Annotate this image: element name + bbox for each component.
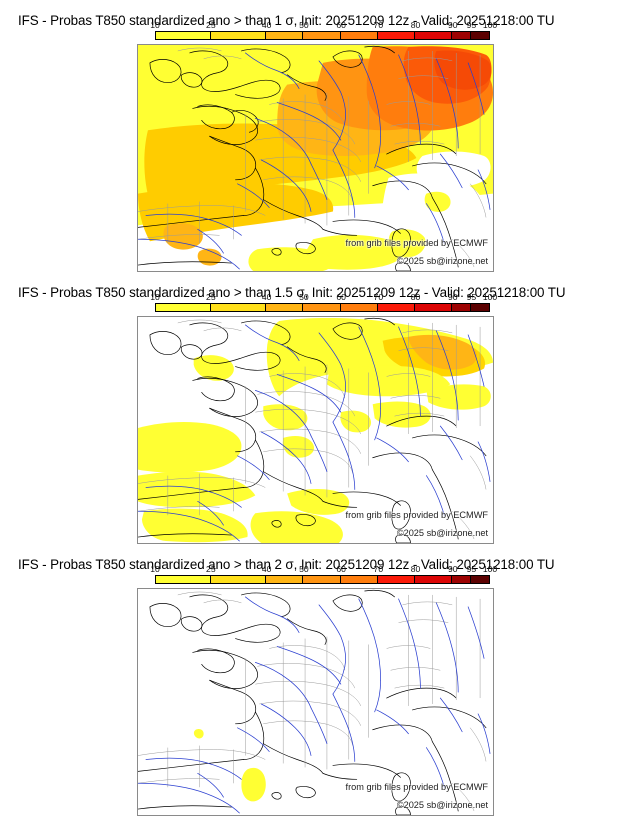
colorbar-tick-40: 40 bbox=[261, 292, 272, 302]
panel-header: IFS - Probas T850 standardized ano > tha… bbox=[0, 544, 630, 588]
colorbar-tick-80: 80 bbox=[410, 20, 421, 30]
panel-title: IFS - Probas T850 standardized ano > tha… bbox=[18, 557, 555, 572]
colorbar-swatches bbox=[155, 31, 490, 40]
colorbar-tick-60: 60 bbox=[336, 20, 346, 30]
colorbar-swatches bbox=[155, 303, 490, 312]
colorbar-segment-70-80 bbox=[377, 576, 415, 583]
data-source-credit: from grib files provided by ECMWF bbox=[345, 510, 488, 520]
colorbar-segment-60-70 bbox=[340, 304, 378, 311]
colorbar-tick-100: 100 bbox=[482, 20, 498, 30]
colorbar-tick-90: 90 bbox=[447, 20, 458, 30]
colorbar-tick-25: 25 bbox=[206, 20, 216, 30]
colorbar-segment-50-60 bbox=[303, 304, 341, 311]
colorbar-tick-80: 80 bbox=[410, 564, 421, 574]
colorbar-tick-100: 100 bbox=[482, 564, 498, 574]
data-source-credit: from grib files provided by ECMWF bbox=[345, 238, 488, 248]
map-svg bbox=[138, 45, 493, 271]
forecast-panel-1-sigma: IFS - Probas T850 standardized ano > tha… bbox=[0, 0, 630, 272]
map-canvas-2-sigma[interactable]: from grib files provided by ECMWF ©2025 … bbox=[137, 588, 494, 816]
colorbar-tick-90: 90 bbox=[447, 292, 458, 302]
colorbar-segment-80-90 bbox=[414, 576, 452, 583]
colorbar-tick-80: 80 bbox=[410, 292, 421, 302]
colorbar-tick-95: 95 bbox=[466, 564, 477, 574]
colorbar-tick-40: 40 bbox=[261, 564, 272, 574]
colorbar-tick-50: 50 bbox=[299, 20, 309, 30]
colorbar-tick-labels: 10 25 40 50 60 70 80 90 95 100 bbox=[150, 20, 497, 31]
colorbar-tick-25: 25 bbox=[206, 292, 216, 302]
colorbar-tick-50: 50 bbox=[299, 564, 309, 574]
copyright-credit: ©2025 sb@irizone.net bbox=[396, 256, 488, 266]
colorbar-segment-50-60 bbox=[303, 576, 341, 583]
copyright-credit: ©2025 sb@irizone.net bbox=[396, 800, 488, 810]
colorbar-tick-90: 90 bbox=[447, 564, 458, 574]
forecast-panel-2-sigma: IFS - Probas T850 standardized ano > tha… bbox=[0, 544, 630, 816]
colorbar-segment-40-50 bbox=[266, 32, 304, 39]
colorbar-tick-25: 25 bbox=[206, 564, 216, 574]
colorbar-segment-95-100 bbox=[470, 32, 490, 39]
map-svg bbox=[138, 317, 493, 543]
colorbar-3: 10 25 40 50 60 70 80 90 95 100 bbox=[150, 564, 497, 588]
colorbar-segment-25-40 bbox=[211, 576, 267, 583]
colorbar-segment-60-70 bbox=[340, 32, 378, 39]
colorbar-tick-100: 100 bbox=[482, 292, 498, 302]
colorbar-segment-40-50 bbox=[266, 576, 304, 583]
colorbar-tick-70: 70 bbox=[373, 20, 384, 30]
colorbar-segment-40-50 bbox=[266, 304, 304, 311]
panel-header: IFS - Probas T850 standardized ano > tha… bbox=[0, 0, 630, 44]
colorbar-tick-95: 95 bbox=[466, 20, 477, 30]
colorbar-segment-70-80 bbox=[377, 32, 415, 39]
colorbar-segment-10-25 bbox=[156, 32, 212, 39]
colorbar-segment-10-25 bbox=[156, 304, 212, 311]
colorbar-segment-95-100 bbox=[470, 576, 490, 583]
colorbar-tick-50: 50 bbox=[299, 292, 309, 302]
colorbar-segment-95-100 bbox=[470, 304, 490, 311]
colorbar-segment-25-40 bbox=[211, 304, 267, 311]
colorbar-segment-80-90 bbox=[414, 32, 452, 39]
panel-title: IFS - Probas T850 standardized ano > tha… bbox=[18, 285, 566, 300]
colorbar-segment-70-80 bbox=[377, 304, 415, 311]
data-source-credit: from grib files provided by ECMWF bbox=[345, 782, 488, 792]
colorbar-tick-60: 60 bbox=[336, 292, 346, 302]
colorbar-tick-labels: 10 25 40 50 60 70 80 90 95 100 bbox=[150, 564, 497, 575]
colorbar-segment-80-90 bbox=[414, 304, 452, 311]
colorbar-tick-labels: 10 25 40 50 60 70 80 90 95 100 bbox=[150, 292, 497, 303]
colorbar-2: 10 25 40 50 60 70 80 90 95 100 bbox=[150, 292, 497, 316]
colorbar-swatches bbox=[155, 575, 490, 584]
map-canvas-1p5-sigma[interactable]: from grib files provided by ECMWF ©2025 … bbox=[137, 316, 494, 544]
colorbar-segment-60-70 bbox=[340, 576, 378, 583]
colorbar-tick-70: 70 bbox=[373, 292, 384, 302]
colorbar-tick-95: 95 bbox=[466, 292, 477, 302]
panel-header: IFS - Probas T850 standardized ano > tha… bbox=[0, 272, 630, 316]
colorbar-segment-90-95 bbox=[451, 304, 471, 311]
colorbar-tick-10: 10 bbox=[150, 564, 160, 574]
colorbar-tick-40: 40 bbox=[261, 20, 272, 30]
colorbar-1: 10 25 40 50 60 70 80 90 95 100 bbox=[150, 20, 497, 44]
colorbar-segment-90-95 bbox=[451, 32, 471, 39]
colorbar-tick-10: 10 bbox=[150, 292, 160, 302]
forecast-panel-1p5-sigma: IFS - Probas T850 standardized ano > tha… bbox=[0, 272, 630, 544]
colorbar-segment-25-40 bbox=[211, 32, 267, 39]
copyright-credit: ©2025 sb@irizone.net bbox=[396, 528, 488, 538]
colorbar-segment-50-60 bbox=[303, 32, 341, 39]
panel-title: IFS - Probas T850 standardized ano > tha… bbox=[18, 13, 555, 28]
map-svg bbox=[138, 589, 493, 815]
colorbar-tick-60: 60 bbox=[336, 564, 346, 574]
map-canvas-1-sigma[interactable]: from grib files provided by ECMWF ©2025 … bbox=[137, 44, 494, 272]
colorbar-segment-90-95 bbox=[451, 576, 471, 583]
colorbar-tick-70: 70 bbox=[373, 564, 384, 574]
colorbar-tick-10: 10 bbox=[150, 20, 160, 30]
colorbar-segment-10-25 bbox=[156, 576, 212, 583]
